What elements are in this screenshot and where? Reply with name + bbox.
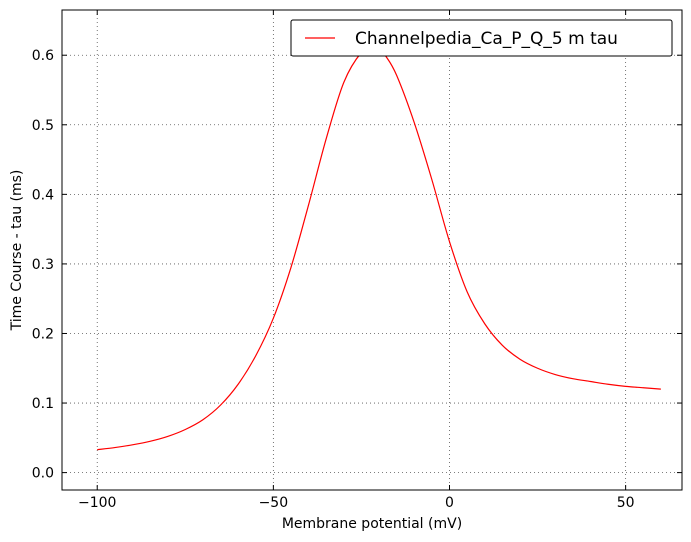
- y-tick-label: 0.1: [32, 396, 54, 412]
- y-tick-label: 0.5: [32, 118, 54, 134]
- y-tick-label: 0.6: [32, 48, 54, 64]
- y-axis-label: Time Course - tau (ms): [9, 170, 25, 332]
- legend: Channelpedia_Ca_P_Q_5 m tau: [290, 19, 673, 57]
- series-line: [97, 48, 661, 451]
- y-tick-label: 0.2: [32, 326, 54, 342]
- x-tick-label: −100: [78, 495, 116, 511]
- legend-label: Channelpedia_Ca_P_Q_5 m tau: [355, 29, 618, 49]
- y-tick-label: 0.0: [32, 466, 54, 482]
- series-layer: [97, 48, 661, 451]
- y-tick-label: 0.4: [32, 187, 54, 203]
- axis-ticks: −100 −50 0 50 0.0 0.1 0.2 0.3 0.4 0.5 0.6: [32, 10, 682, 511]
- x-tick-label: −50: [259, 495, 289, 511]
- legend-box: [290, 19, 673, 57]
- plot-area: [61, 9, 683, 491]
- x-tick-label: 50: [617, 495, 635, 511]
- grid-lines: [62, 10, 682, 490]
- x-tick-label: 0: [445, 495, 454, 511]
- x-axis-label: Membrane potential (mV): [282, 516, 462, 532]
- y-tick-label: 0.3: [32, 257, 54, 273]
